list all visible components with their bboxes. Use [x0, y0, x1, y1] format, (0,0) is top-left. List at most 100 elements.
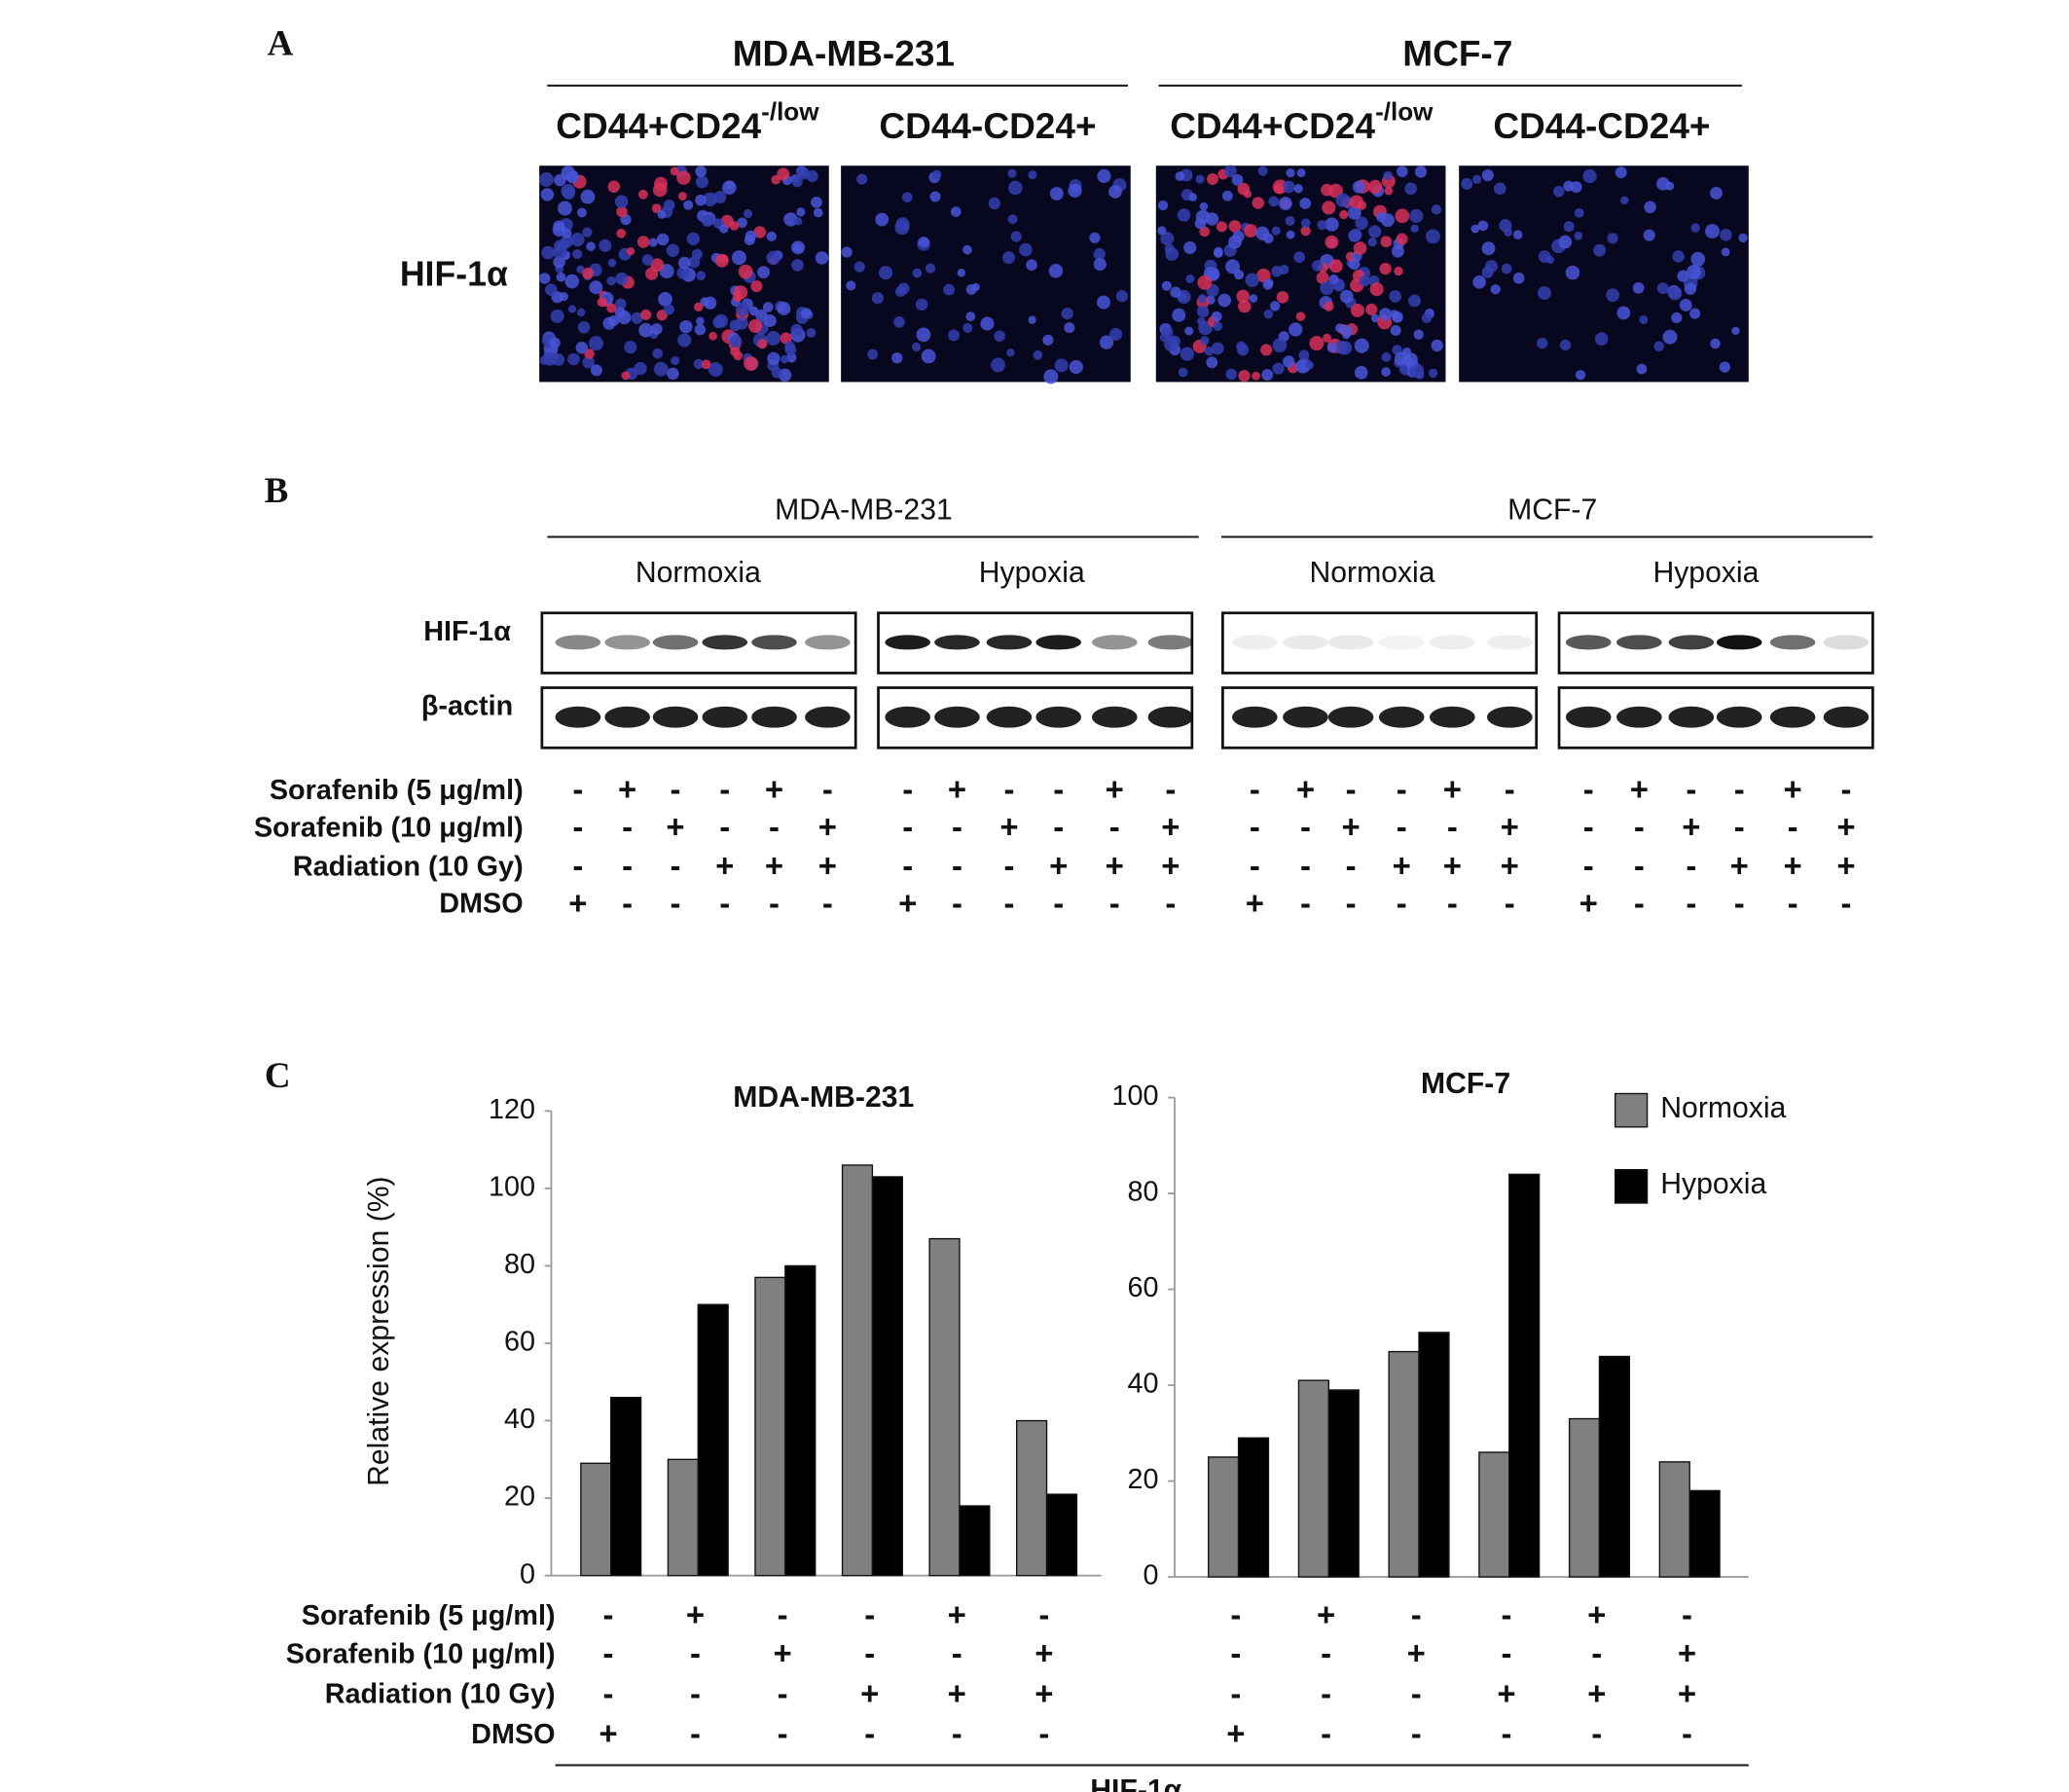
- cell: [650, 323, 663, 335]
- cell: [1211, 311, 1222, 322]
- cell: [1007, 168, 1017, 178]
- cell: [648, 238, 658, 247]
- treatment-sign: +: [1678, 1675, 1696, 1711]
- cell: [552, 353, 565, 366]
- cell: [1236, 289, 1250, 304]
- cell: [1249, 294, 1258, 303]
- cell: [671, 356, 680, 366]
- bar: [580, 1462, 612, 1577]
- cell: [1375, 211, 1387, 223]
- legend-swatch: [1614, 1092, 1649, 1128]
- cell: [1394, 266, 1403, 276]
- cell: [606, 303, 617, 313]
- cell: [1049, 186, 1064, 201]
- cell: [1671, 311, 1683, 323]
- cell: [1353, 241, 1367, 255]
- cell: [701, 214, 714, 227]
- cell: [1365, 303, 1378, 316]
- cell: [1286, 168, 1295, 178]
- blot-band: [1327, 706, 1374, 728]
- cell: [791, 176, 803, 188]
- cell: [1216, 221, 1227, 233]
- treatment-sign: -: [1003, 771, 1014, 807]
- cell: [1575, 369, 1586, 381]
- cell: [1115, 290, 1129, 303]
- cell: [1350, 303, 1364, 317]
- treatment-sign: +: [1682, 809, 1700, 845]
- cell: [677, 256, 691, 270]
- cell: [712, 316, 725, 329]
- treatment-sign: -: [1840, 771, 1851, 807]
- footer-label: HIF-1α: [1090, 1774, 1181, 1792]
- blot: [1557, 611, 1874, 675]
- cell: [1428, 368, 1438, 379]
- cell: [1392, 311, 1403, 323]
- cell: [791, 259, 804, 272]
- treatment-sign: -: [1250, 809, 1260, 845]
- cell: [1048, 264, 1064, 278]
- bar: [1658, 1461, 1690, 1578]
- y-tick-label: 60: [504, 1327, 535, 1358]
- cell: [738, 264, 753, 279]
- treatment-sign: +: [999, 809, 1018, 845]
- cell: [1061, 307, 1073, 320]
- subset-header: CD44+CD24-/low: [556, 97, 819, 146]
- cell: [666, 243, 680, 257]
- cell: [1160, 232, 1175, 246]
- cell: [553, 220, 565, 233]
- cell: [708, 331, 717, 341]
- cell: [1157, 200, 1169, 211]
- cell: [1381, 351, 1392, 362]
- cell: [911, 342, 922, 352]
- cell: [915, 298, 928, 311]
- cell: [1276, 291, 1289, 304]
- cell: [753, 226, 767, 238]
- treatment-sign: -: [1788, 809, 1798, 845]
- treatment-sign: -: [1109, 809, 1120, 845]
- treatment-sign: -: [1447, 809, 1458, 845]
- treatment-sign: -: [1165, 771, 1176, 807]
- cell: [696, 271, 707, 280]
- treatment-sign: +: [686, 1596, 705, 1632]
- cell: [1710, 338, 1721, 349]
- cell: [567, 352, 580, 366]
- bar: [697, 1303, 729, 1577]
- cell: [694, 302, 704, 311]
- cell: [1068, 183, 1082, 198]
- cell: [1183, 240, 1197, 254]
- cell: [1389, 290, 1402, 303]
- cell: [735, 316, 748, 330]
- treatment-sign: -: [1840, 885, 1851, 921]
- blot-band: [702, 706, 748, 728]
- cell: [1204, 347, 1215, 356]
- treatment-sign: +: [1226, 1715, 1245, 1751]
- cell: [549, 337, 561, 348]
- cell: [780, 332, 792, 345]
- cell: [696, 316, 705, 326]
- cell: [1285, 215, 1295, 226]
- cell: [562, 228, 572, 238]
- cell: [1206, 356, 1218, 369]
- cell: [1563, 221, 1575, 233]
- cell: [1719, 361, 1731, 373]
- treatment-sign: -: [902, 771, 913, 807]
- cell: [1099, 335, 1114, 349]
- cell: [1069, 359, 1083, 375]
- cell: [762, 302, 774, 312]
- condition-header: Normoxia: [635, 557, 761, 589]
- cell: [554, 173, 566, 187]
- cell: [1721, 247, 1730, 257]
- cell: [1236, 341, 1247, 351]
- cell: [1369, 282, 1384, 297]
- cell: [1324, 301, 1334, 311]
- treatment-sign: +: [1730, 847, 1749, 883]
- cell: [1299, 198, 1312, 209]
- blot-band: [1327, 635, 1374, 650]
- cell: [763, 313, 777, 328]
- cell: [1252, 371, 1260, 381]
- treatment-sign: +: [1678, 1635, 1696, 1671]
- cell: [1408, 294, 1421, 308]
- cell: [1273, 183, 1284, 194]
- treatment-sign: -: [1411, 1675, 1422, 1711]
